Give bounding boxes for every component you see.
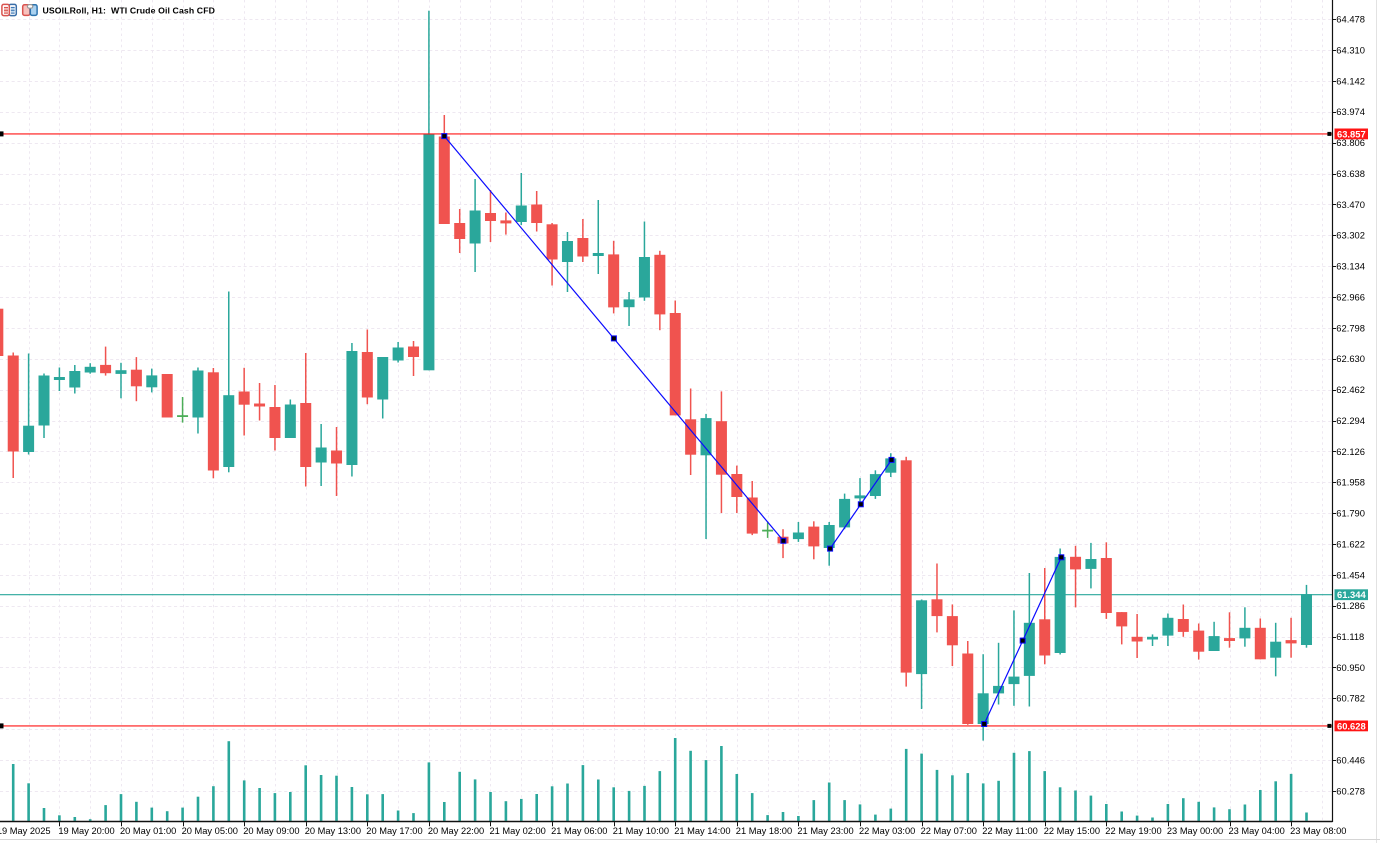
svg-text:22 May 03:00: 22 May 03:00 [859,826,915,836]
svg-text:60.950: 60.950 [1336,662,1365,673]
svg-text:62.126: 62.126 [1336,446,1365,457]
svg-text:60.446: 60.446 [1336,755,1365,766]
svg-text:62.294: 62.294 [1336,415,1365,426]
svg-text:20 May 13:00: 20 May 13:00 [305,826,361,836]
svg-text:60.278: 60.278 [1336,785,1365,796]
svg-text:21 May 18:00: 21 May 18:00 [736,826,792,836]
svg-text:61.344: 61.344 [1337,589,1366,600]
svg-text:22 May 15:00: 22 May 15:00 [1044,826,1100,836]
svg-text:19 May 20:00: 19 May 20:00 [58,826,114,836]
svg-text:61.454: 61.454 [1336,569,1365,580]
svg-text:61.622: 61.622 [1336,538,1365,549]
svg-text:63.638: 63.638 [1336,168,1365,179]
svg-text:60.628: 60.628 [1337,720,1366,731]
svg-text:19 May 2025: 19 May 2025 [0,826,51,836]
svg-text:63.134: 63.134 [1336,261,1365,272]
svg-text:63.974: 63.974 [1336,106,1365,117]
svg-text:21 May 23:00: 21 May 23:00 [797,826,853,836]
svg-text:61.118: 61.118 [1336,631,1364,642]
svg-text:23 May 04:00: 23 May 04:00 [1229,826,1285,836]
svg-text:64.310: 64.310 [1336,45,1365,56]
svg-text:22 May 11:00: 22 May 11:00 [982,826,1038,836]
svg-text:20 May 05:00: 20 May 05:00 [182,826,238,836]
svg-text:63.470: 63.470 [1336,199,1365,210]
svg-text:62.966: 62.966 [1336,291,1365,302]
svg-text:63.806: 63.806 [1336,137,1365,148]
svg-text:64.142: 64.142 [1336,75,1365,86]
svg-text:23 May 00:00: 23 May 00:00 [1167,826,1223,836]
svg-text:20 May 09:00: 20 May 09:00 [243,826,299,836]
svg-text:20 May 22:00: 20 May 22:00 [428,826,484,836]
svg-text:61.790: 61.790 [1336,508,1365,519]
svg-text:60.782: 60.782 [1336,693,1365,704]
svg-text:62.462: 62.462 [1336,384,1365,395]
svg-text:62.630: 62.630 [1336,353,1365,364]
svg-text:22 May 19:00: 22 May 19:00 [1105,826,1161,836]
svg-text:22 May 07:00: 22 May 07:00 [921,826,977,836]
svg-text:62.798: 62.798 [1336,322,1365,333]
svg-text:61.958: 61.958 [1336,477,1365,488]
svg-text:21 May 14:00: 21 May 14:00 [674,826,730,836]
svg-text:63.857: 63.857 [1337,128,1366,139]
svg-text:23 May 08:00: 23 May 08:00 [1290,826,1346,836]
svg-text:21 May 02:00: 21 May 02:00 [490,826,546,836]
svg-text:20 May 17:00: 20 May 17:00 [366,826,422,836]
svg-text:64.478: 64.478 [1336,14,1365,25]
svg-text:21 May 06:00: 21 May 06:00 [551,826,607,836]
svg-text:21 May 10:00: 21 May 10:00 [613,826,669,836]
svg-text:USOILRoll, H1: WTI Crude Oil: USOILRoll, H1: WTI Crude Oil Cash CFD [43,5,216,15]
svg-text:63.302: 63.302 [1336,230,1365,241]
svg-text:61.286: 61.286 [1336,600,1365,611]
svg-text:20 May 01:00: 20 May 01:00 [120,826,176,836]
